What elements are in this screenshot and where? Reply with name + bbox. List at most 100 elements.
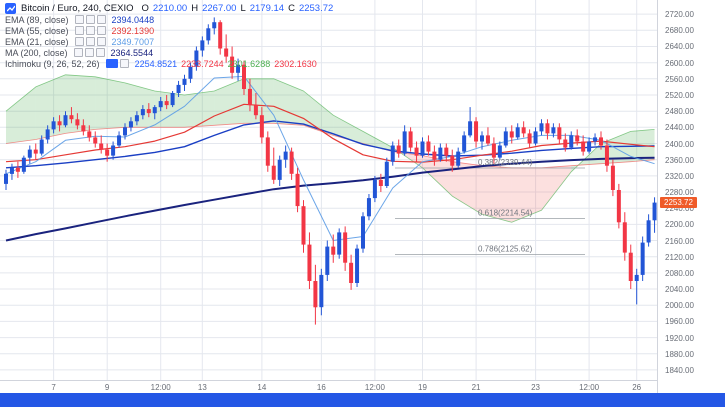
time-tick-label: 7 [51,383,56,392]
grid [0,0,657,380]
indicator-controls [74,37,106,46]
legend-row-ema21[interactable]: EMA (21, close) 2349.7007 [5,36,333,47]
price-tick-label: 2400.00 [665,139,694,149]
svg-text:0.618(2214.54): 0.618(2214.54) [478,209,533,218]
time-tick-label: 21 [471,383,481,392]
ichimoku-value: 2254.8521 [134,58,178,69]
indicator-value: 2392.1390 [111,25,155,36]
indicator-controls [74,26,106,35]
time-tick-label: 9 [104,383,110,392]
time-tick-label: 14 [257,383,267,392]
price-tick-label: 2680.00 [665,26,694,36]
low-value: 2179.14 [249,3,285,14]
price-tick-label: 2520.00 [665,91,694,100]
legend-row-ma200[interactable]: MA (200, close) 2364.5544 [5,47,333,58]
indicator-value: 2394.0448 [111,14,155,25]
symbol-title[interactable]: Bitcoin / Euro, 240, CEXIO [21,3,134,14]
price-tick-label: 2320.00 [665,171,694,181]
eye-icon[interactable] [74,26,84,35]
last-price-tag: 2253.72 [660,196,697,208]
price-tick-label: 2600.00 [665,58,694,68]
time-tick-label: 12:00 [579,383,600,392]
ichimoku-value: 2233.7244 [181,58,224,69]
time-tick-label: 19 [418,383,427,392]
price-tick-label: 2360.00 [665,155,694,165]
price-tick-label: 2080.00 [665,268,694,278]
high-label: H [191,3,199,14]
symbol-legend-row[interactable]: Bitcoin / Euro, 240, CEXIO O 2210.00 H 2… [5,3,333,14]
ichimoku-value: 2302.1630 [274,58,317,69]
time-tick-label: 23 [531,383,540,392]
indicator-value: 2349.7007 [111,36,155,47]
indicator-label: Ichimoku (9, 26, 52, 26) [5,58,100,69]
legend-row-ema55[interactable]: EMA (55, close) 2392.1390 [5,25,333,36]
price-tick-label: 2040.00 [665,285,694,295]
settings-icon[interactable] [84,48,94,57]
candles [4,17,657,325]
ichimoku-values: 2254.8521 2233.7244 2301.6288 2302.1630 [135,59,317,69]
price-tick-label: 1960.00 [665,317,694,327]
candlestick-chart[interactable]: 0.382(2339.44) 0.618(2214.54) 0.786(2125.6… [0,0,657,380]
close-label: C [288,3,295,14]
high-value: 2267.00 [202,3,237,14]
close-icon[interactable] [96,26,106,35]
fib-labels: 0.382(2339.44) 0.618(2214.54) 0.786(2125.6… [478,158,533,253]
indicator-label: EMA (55, close) [5,25,69,36]
indicator-controls [74,15,106,24]
close-value: 2253.72 [298,3,334,14]
price-tick-label: 2200.00 [665,220,694,230]
svg-text:0.382(2339.44): 0.382(2339.44) [478,158,533,167]
time-tick-label: 12:00 [150,383,171,392]
indicator-controls [105,59,129,68]
price-tick-label: 2160.00 [665,236,694,246]
indicator-legend: Bitcoin / Euro, 240, CEXIO O 2210.00 H 2… [5,3,333,69]
price-tick-label: 1840.00 [665,365,694,375]
svg-text:0.786(2125.62): 0.786(2125.62) [478,244,533,253]
close-icon[interactable] [95,48,105,57]
open-label: O [141,3,149,14]
price-tick-label: 2120.00 [665,252,694,262]
price-tick-label: 2280.00 [665,188,694,198]
selected-control-icon[interactable] [105,59,118,68]
fib-retracement[interactable] [395,167,585,255]
eye-icon[interactable] [73,48,83,57]
settings-icon[interactable] [119,59,129,68]
price-tick-label: 1880.00 [665,349,694,359]
settings-icon[interactable] [85,15,95,24]
price-tick-label: 2720.00 [665,10,694,20]
price-axis[interactable]: 2720.00 2680.00 2640.00 2600.00 2560.00 2520.… [657,0,725,393]
settings-icon[interactable] [85,26,95,35]
price-tick-label: 2640.00 [665,42,694,52]
indicator-label: EMA (89, close) [5,14,69,25]
ohlc-values: O 2210.00 H 2267.00 L 2179.14 C 2253.72 [141,3,333,14]
chart-symbol-icon [5,3,16,14]
legend-row-ichimoku[interactable]: Ichimoku (9, 26, 52, 26) 2254.8521 2233.… [5,58,333,69]
indicator-controls [73,48,105,57]
price-tick-label: 2480.00 [665,107,694,117]
eye-icon[interactable] [74,37,84,46]
time-tick-label: 26 [632,383,642,392]
time-axis[interactable]: 7 9 12:00 13 14 16 12:00 19 21 23 12:00 26 [0,380,657,394]
bottom-toolbar[interactable] [0,393,725,407]
price-tick-label: 1920.00 [665,333,694,343]
chart-plot-area[interactable]: 0.382(2339.44) 0.618(2214.54) 0.786(2125.6… [0,0,657,380]
time-tick-label: 13 [197,383,207,392]
price-tick-label: 2440.00 [665,123,694,133]
indicator-label: MA (200, close) [5,47,68,58]
price-tick-label: 2560.00 [665,74,694,84]
low-label: L [240,3,246,14]
settings-icon[interactable] [85,37,95,46]
price-tick-label: 2000.00 [665,301,694,311]
indicator-label: EMA (21, close) [5,36,69,47]
close-icon[interactable] [96,37,106,46]
open-value: 2210.00 [152,3,188,14]
price-tick-label: 2240.00 [665,204,694,214]
indicator-value: 2364.5544 [110,47,154,58]
legend-row-ema89[interactable]: EMA (89, close) 2394.0448 [5,14,333,25]
ichimoku-value: 2301.6288 [227,58,271,69]
time-tick-label: 12:00 [364,383,385,392]
eye-icon[interactable] [74,15,84,24]
close-icon[interactable] [96,15,106,24]
time-tick-label: 16 [316,383,326,392]
